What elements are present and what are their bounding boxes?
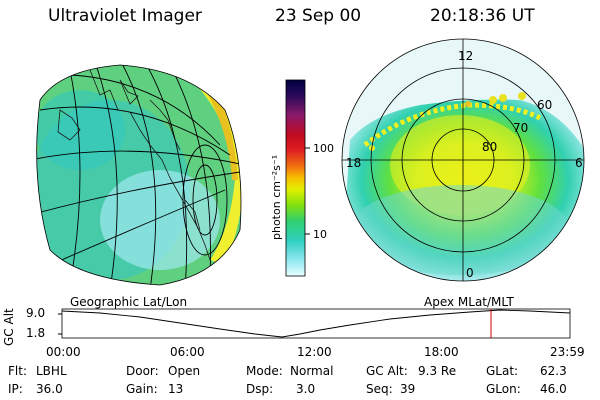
glon-value: 46.0 (540, 382, 567, 396)
mlat-label-60: 60 (537, 98, 552, 112)
right-panel-caption: Apex MLat/MLT (424, 295, 514, 309)
mlt-label-18: 18 (346, 156, 361, 170)
filter-value: LBHL (36, 364, 67, 378)
altitude-ylabel: GC Alt (2, 308, 16, 346)
colorbar-unit-label: photon cm⁻²s⁻¹ (270, 155, 283, 240)
gain-label: Gain: (126, 382, 158, 396)
altitude-ytick-high: 9.0 (26, 306, 46, 320)
dsp-value: 3.0 (296, 382, 316, 396)
geographic-image (36, 65, 242, 285)
altitude-ytick-low: 1.8 (26, 326, 46, 340)
gcalt-value: 9.3 Re (418, 364, 457, 378)
coastline-outline (57, 69, 211, 261)
instrument-title: Ultraviolet Imager (48, 6, 202, 26)
date-label: 23 Sep 00 (275, 6, 362, 26)
polar-grid (341, 38, 585, 282)
door-value: Open (168, 364, 201, 378)
dsp-label: Dsp: (246, 382, 274, 396)
mlat-label-70: 70 (513, 121, 528, 135)
xtick-0000: 00:00 (46, 345, 81, 359)
glat-label: GLat: (486, 364, 519, 378)
colorbar-label-10: 10 (313, 228, 327, 241)
mlt-label-12: 12 (458, 49, 473, 63)
xtick-0600: 06:00 (170, 345, 205, 359)
xtick-1800: 18:00 (424, 345, 459, 359)
xtick-1200: 12:00 (297, 345, 332, 359)
mlt-label-6: 6 (575, 156, 583, 170)
xtick-2359: 23:59 (550, 345, 585, 359)
glat-value: 62.3 (540, 364, 567, 378)
mlt-label-0: 0 (466, 266, 474, 280)
ip-label: IP: (8, 382, 23, 396)
left-image-border (36, 64, 242, 286)
filter-label: Flt: (8, 364, 27, 378)
mlat-label-80: 80 (482, 140, 497, 154)
colorbar-label-100: 100 (313, 142, 334, 155)
door-label: Door: (126, 364, 159, 378)
altitude-curve (61, 309, 571, 338)
mode-label: Mode: (246, 364, 283, 378)
altitude-plot-frame (61, 308, 571, 339)
mode-value: Normal (290, 364, 334, 378)
geographic-grid (36, 65, 242, 285)
seq-value: 39 (400, 382, 416, 396)
gcalt-label: GC Alt: (366, 364, 408, 378)
seq-label: Seq: (366, 382, 393, 396)
colorbar (285, 79, 306, 277)
time-label: 20:18:36 UT (430, 6, 535, 26)
left-panel-caption: Geographic Lat/Lon (70, 295, 188, 309)
ip-value: 36.0 (36, 382, 63, 396)
glon-label: GLon: (486, 382, 521, 396)
gain-value: 13 (168, 382, 184, 396)
